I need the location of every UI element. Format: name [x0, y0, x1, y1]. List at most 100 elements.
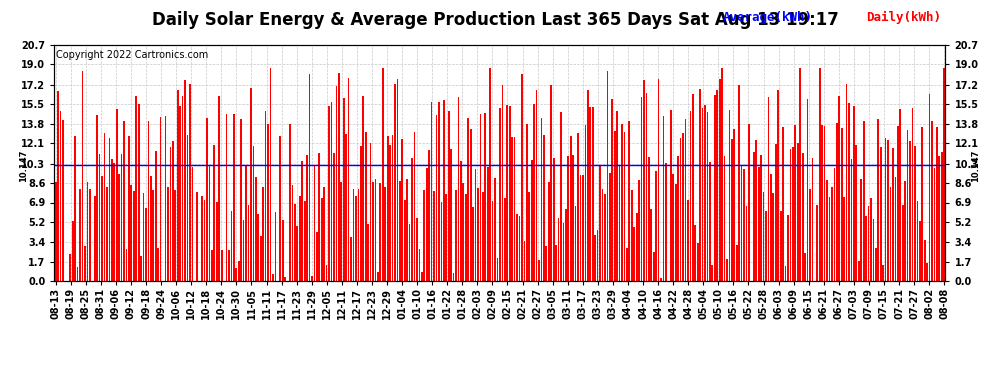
Bar	[101, 176, 103, 281]
Bar	[434, 191, 435, 281]
Bar	[731, 139, 733, 281]
Bar	[892, 148, 894, 281]
Bar	[834, 168, 836, 281]
Bar	[123, 121, 125, 281]
Bar	[99, 154, 100, 281]
Bar	[169, 147, 171, 281]
Bar	[655, 171, 657, 281]
Bar	[902, 206, 904, 281]
Bar	[157, 248, 159, 281]
Bar	[609, 172, 611, 281]
Bar	[59, 111, 61, 281]
Bar	[89, 189, 91, 281]
Bar	[860, 179, 862, 281]
Bar	[301, 161, 303, 281]
Bar	[257, 214, 259, 281]
Bar	[189, 84, 191, 281]
Bar	[457, 98, 459, 281]
Bar	[146, 208, 147, 281]
Bar	[719, 79, 721, 281]
Bar	[619, 165, 621, 281]
Bar	[411, 158, 413, 281]
Bar	[402, 138, 403, 281]
Bar	[770, 174, 772, 281]
Bar	[760, 155, 762, 281]
Bar	[634, 227, 635, 281]
Bar	[141, 256, 142, 281]
Bar	[104, 133, 105, 281]
Bar	[672, 174, 674, 281]
Bar	[143, 193, 145, 281]
Bar	[365, 132, 366, 281]
Bar	[316, 232, 318, 281]
Bar	[347, 78, 349, 281]
Bar	[621, 124, 623, 281]
Bar	[897, 126, 899, 281]
Bar	[126, 249, 128, 281]
Bar	[482, 192, 484, 281]
Bar	[462, 183, 464, 281]
Bar	[755, 140, 757, 281]
Bar	[526, 124, 528, 281]
Bar	[262, 187, 264, 281]
Bar	[133, 190, 135, 281]
Bar	[829, 197, 831, 281]
Bar	[900, 109, 901, 281]
Bar	[231, 211, 233, 281]
Bar	[802, 153, 804, 281]
Bar	[937, 127, 938, 281]
Bar	[274, 213, 276, 281]
Bar	[404, 200, 406, 281]
Bar	[465, 194, 466, 281]
Text: 10.147: 10.147	[971, 149, 980, 182]
Bar	[919, 221, 921, 281]
Bar	[84, 246, 86, 281]
Bar	[341, 182, 343, 281]
Bar	[616, 111, 618, 281]
Bar	[392, 135, 393, 281]
Bar	[587, 90, 589, 281]
Bar	[164, 116, 166, 281]
Bar	[787, 215, 789, 281]
Bar	[172, 141, 173, 281]
Bar	[431, 102, 433, 281]
Bar	[255, 177, 256, 281]
Bar	[360, 146, 361, 281]
Bar	[680, 138, 681, 281]
Bar	[314, 166, 315, 281]
Bar	[782, 127, 784, 281]
Bar	[584, 125, 586, 281]
Bar	[875, 248, 877, 281]
Bar	[214, 145, 215, 281]
Bar	[350, 237, 351, 281]
Bar	[607, 71, 608, 281]
Bar	[355, 196, 356, 281]
Bar	[572, 156, 574, 281]
Bar	[319, 153, 320, 281]
Bar	[246, 166, 247, 281]
Bar	[726, 259, 728, 281]
Bar	[409, 224, 411, 281]
Bar	[369, 143, 371, 281]
Bar	[152, 189, 154, 281]
Bar	[226, 114, 228, 281]
Bar	[550, 85, 552, 281]
Bar	[177, 90, 178, 281]
Bar	[797, 143, 799, 281]
Bar	[677, 156, 679, 281]
Bar	[777, 90, 779, 281]
Bar	[438, 102, 440, 281]
Bar	[387, 136, 388, 281]
Bar	[858, 261, 859, 281]
Bar	[272, 274, 274, 281]
Bar	[282, 220, 283, 281]
Bar	[421, 272, 423, 281]
Bar	[845, 84, 847, 281]
Bar	[311, 276, 313, 281]
Bar	[479, 114, 481, 281]
Bar	[441, 202, 443, 281]
Bar	[850, 159, 852, 281]
Bar	[863, 121, 864, 281]
Bar	[116, 108, 118, 281]
Bar	[734, 129, 736, 281]
